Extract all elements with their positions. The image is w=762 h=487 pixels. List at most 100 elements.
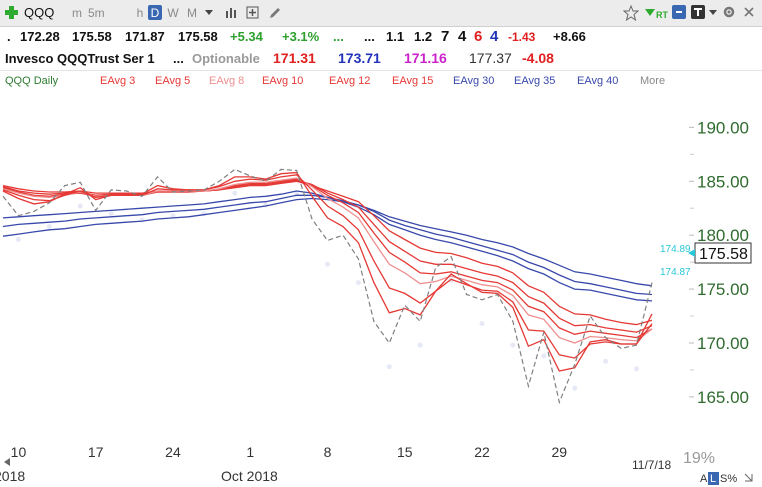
legend-item-eavg-30[interactable]: EAvg 30	[453, 75, 495, 87]
x-axis: 10 17 24 1 8 15 22 29	[11, 444, 568, 460]
low-dot	[77, 203, 83, 209]
low-dot	[170, 213, 176, 219]
period-5m-button[interactable]: 5m	[88, 6, 105, 20]
series-layer	[2, 168, 653, 405]
period-m-button[interactable]: m	[72, 6, 82, 20]
quote-line: . 172.28 175.58 171.87 175.58 +5.34 +3.1…	[0, 28, 762, 47]
series-line-qqq-daily	[2, 168, 653, 405]
period-h-button[interactable]: h	[136, 6, 144, 20]
x-tick-label: 24	[165, 444, 181, 460]
series-line-eavg-3	[2, 171, 653, 372]
legend-item-eavg-3[interactable]: EAvg 3	[100, 75, 136, 87]
scroll-left-icon[interactable]	[4, 458, 10, 466]
scale-pct-button[interactable]: S%	[720, 473, 737, 485]
close-icon[interactable]	[743, 6, 755, 18]
scale-l-button[interactable]: L	[708, 472, 719, 485]
name-dots: ...	[173, 51, 184, 66]
low-dot	[510, 342, 516, 348]
legend-item-eavg-35[interactable]: EAvg 35	[514, 75, 556, 87]
series-line-eavg-8	[2, 177, 653, 344]
x-tick-label: 1	[246, 444, 254, 460]
legend-item-eavg-40[interactable]: EAvg 40	[577, 75, 619, 87]
bar-chart-icon[interactable]	[225, 6, 239, 19]
x-tick-label: 17	[88, 444, 104, 460]
pencil-icon[interactable]	[268, 6, 282, 20]
y-axis: 165.00 170.00 175.00 180.00 185.00 190.00	[689, 118, 749, 407]
last-date-label: 11/7/18	[632, 458, 671, 472]
y-tick-label: 190.00	[697, 118, 749, 137]
grid-layer	[15, 190, 640, 391]
scale-l-bg	[708, 472, 719, 485]
period-d-button[interactable]: D	[148, 5, 162, 20]
legend-item-eavg-5[interactable]: EAvg 5	[155, 75, 191, 87]
link-icon[interactable]	[672, 5, 686, 19]
low-dot	[232, 190, 238, 196]
name-val4: 177.37	[469, 50, 512, 66]
low-dot	[386, 364, 392, 370]
quote-v4: 4	[458, 28, 467, 45]
quote-v1: 1.1	[386, 29, 405, 44]
y-tick-label: 175.00	[697, 280, 749, 299]
low-dot	[634, 366, 640, 372]
scale-l-label: L	[710, 473, 716, 485]
low-dot	[46, 224, 52, 230]
y-tick-label: 165.00	[697, 388, 749, 407]
quote-dots-2: ...	[364, 29, 375, 44]
quote-v6: 4	[490, 28, 499, 45]
x-month-label: Oct 2018	[221, 468, 278, 484]
ma-label-high: 174.89	[660, 244, 691, 255]
legend-item-eavg-8[interactable]: EAvg 8	[209, 75, 245, 87]
header-separator	[0, 70, 762, 71]
legend-item-eavg-12[interactable]: EAvg 12	[329, 75, 371, 87]
price-label: 175.58	[699, 246, 748, 263]
quote-change-pct: +3.1%	[282, 29, 320, 44]
rt-label[interactable]: RT	[656, 10, 668, 20]
add-chart-icon[interactable]	[246, 6, 260, 19]
period-m-monthly-button[interactable]: M	[187, 6, 197, 20]
chevron-down-icon-2[interactable]	[708, 6, 718, 18]
name-val3: 171.16	[404, 50, 447, 66]
optionable-label: Optionable	[192, 51, 260, 66]
star-icon[interactable]	[623, 5, 639, 21]
bottom-right-pct: 19%	[683, 450, 715, 467]
text-tool-icon[interactable]	[691, 5, 705, 19]
quote-change: +5.34	[230, 29, 263, 44]
legend-item-more[interactable]: More	[640, 75, 666, 87]
low-dot	[572, 385, 578, 391]
legend-item-eavg-10[interactable]: EAvg 10	[262, 75, 304, 87]
low-dot	[355, 280, 361, 286]
resize-handle-icon[interactable]	[744, 473, 753, 482]
legend-item-qqq-daily[interactable]: QQQ Daily	[5, 75, 59, 87]
toolbar: QQQ m 5m h D W M RT	[0, 0, 762, 27]
name-val5: -4.08	[522, 50, 554, 66]
quote-close: 175.58	[178, 29, 218, 44]
low-dot	[479, 321, 485, 327]
scale-a-label: A	[700, 473, 708, 485]
y-tick-label: 170.00	[697, 334, 749, 353]
quote-last: 172.28	[20, 29, 60, 44]
scale-pct-label: S%	[720, 473, 737, 485]
arrow-down-icon[interactable]	[644, 6, 656, 18]
period-w-button[interactable]: W	[167, 6, 179, 20]
name-line: Invesco QQQTrust Ser 1 ... Optionable 17…	[0, 50, 762, 69]
series-line-eavg-12	[2, 179, 653, 333]
quote-v8: +8.66	[553, 29, 586, 44]
gear-icon[interactable]	[722, 5, 736, 19]
x-tick-label: 10	[11, 444, 27, 460]
symbol-input[interactable]: QQQ	[24, 5, 55, 20]
scale-a-button[interactable]: A	[700, 473, 708, 485]
low-dot	[325, 261, 330, 267]
quote-v2: 1.2	[414, 29, 433, 44]
name-val1: 171.31	[273, 50, 316, 66]
chevron-down-icon[interactable]	[204, 6, 214, 18]
ma-label-low: 174.87	[660, 267, 691, 278]
quote-v7: -1.43	[508, 30, 536, 44]
x-tick-label: 8	[324, 444, 332, 460]
quote-dots-1: ...	[333, 29, 344, 44]
legend-item-eavg-15[interactable]: EAvg 15	[392, 75, 434, 87]
plus-icon[interactable]	[4, 5, 19, 20]
price-arrow-icon	[688, 249, 695, 257]
low-dot	[417, 342, 423, 348]
